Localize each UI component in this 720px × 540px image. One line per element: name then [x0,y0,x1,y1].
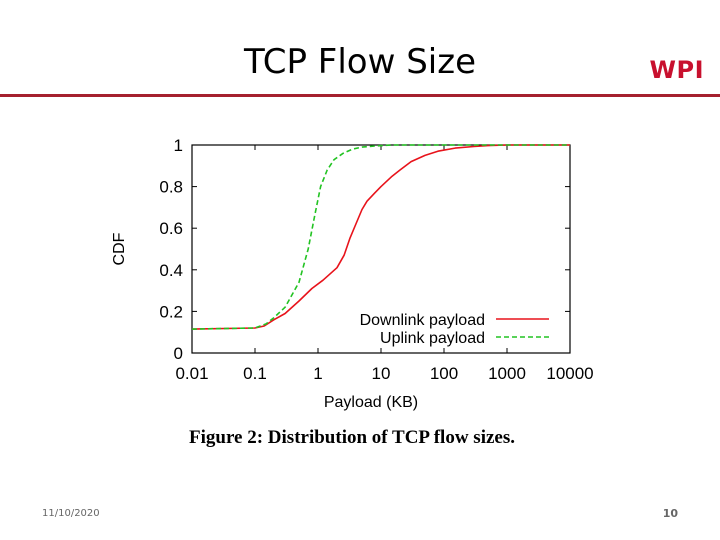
figure-caption: Figure 2: Distribution of TCP flow sizes… [189,427,515,448]
x-tick-label: 0.1 [243,364,267,383]
slide-title: TCP Flow Size [243,42,477,82]
x-tick-label: 0.01 [175,364,208,383]
y-tick-label: 0 [174,344,183,363]
wpi-logo: WPI [649,56,704,84]
x-axis-label: Payload (KB) [324,394,418,411]
series-line-downlink [191,144,570,330]
y-tick-label: 0.6 [159,219,183,238]
x-tick-label: 10 [372,364,391,383]
x-tick-label: 10000 [546,364,593,383]
series-line-uplink [191,144,570,330]
footer-date: 11/10/2020 [42,508,100,519]
legend-label: Uplink payload [380,330,485,347]
legend-label: Downlink payload [360,312,485,329]
title-divider [0,94,720,97]
cdf-chart: 0.01 0.1 1 10 100 1000 1000000.20.40.60.81Payl… [111,136,594,411]
page-number: 10 [662,507,678,520]
y-axis-label: CDF [111,232,128,265]
x-tick-label: 1000 [488,364,526,383]
y-tick-label: 1 [174,136,183,155]
x-tick-label: 1 [313,364,322,383]
y-tick-label: 0.2 [159,302,183,321]
y-tick-label: 0.4 [159,261,183,280]
y-tick-label: 0.8 [159,178,183,197]
x-tick-label: 100 [430,364,458,383]
